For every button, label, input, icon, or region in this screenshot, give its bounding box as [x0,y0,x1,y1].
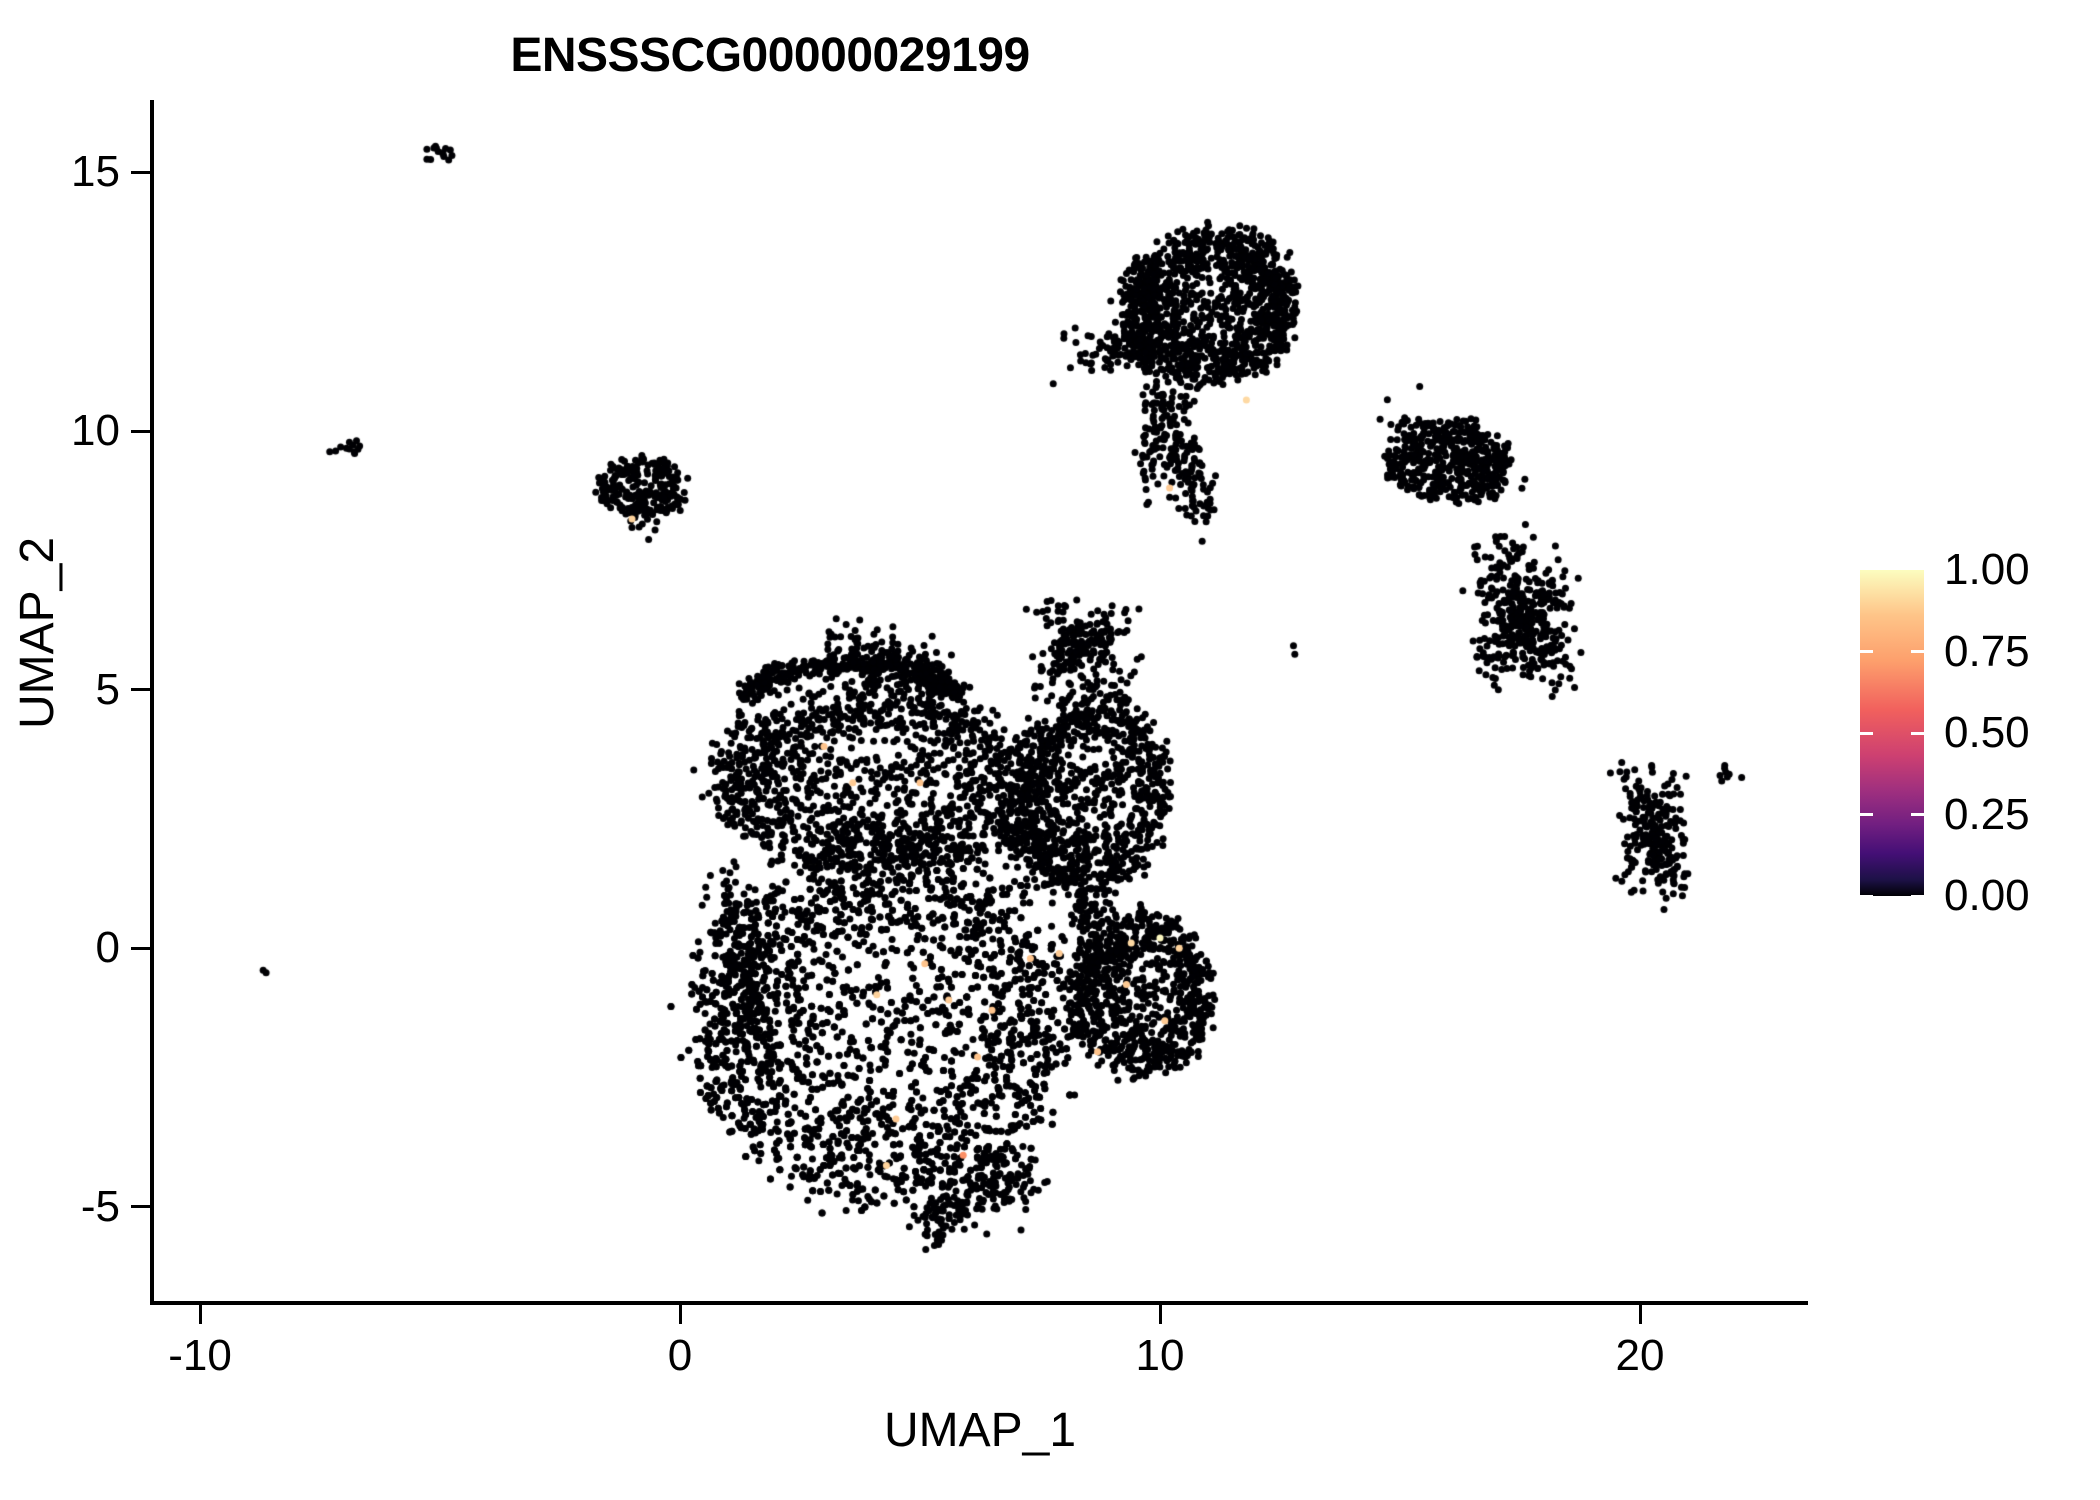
colorbar-tick-label: 1.00 [1944,545,2030,594]
colorbar-tick-label: 0.00 [1944,871,2030,920]
colorbar-tick-mark [1860,731,1924,735]
scatter-canvas [152,100,1808,1300]
x-tick-mark [1638,1305,1642,1324]
colorbar-tick-mark [1860,813,1924,816]
y-tick-mark [131,429,150,433]
x-tick-label: 10 [1135,1331,1185,1380]
x-tick-label: 0 [667,1331,693,1380]
x-axis-line [150,1301,1808,1305]
x-axis-title: UMAP_1 [883,1404,1077,1457]
x-tick-mark [1158,1305,1162,1324]
y-tick-mark [131,688,150,692]
y-axis-title: UMAP_2 [11,536,64,730]
plot-title: ENSSSCG00000029199 [510,29,1030,82]
x-tick-label: 20 [1615,1331,1665,1380]
y-tick-label: 10 [71,406,120,456]
x-tick-mark [198,1305,202,1324]
y-tick-mark [131,170,150,174]
colorbar-tick-label: 0.50 [1944,708,2030,757]
y-tick-label: 0 [95,923,120,973]
colorbar-tick-label: 0.75 [1944,626,2030,676]
x-tick-label: -10 [168,1331,232,1380]
y-tick-label: -5 [80,1181,120,1231]
y-tick-mark [131,946,150,950]
y-axis-line [150,100,154,1305]
colorbar-tick-label: 0.25 [1944,789,2030,839]
colorbar-legend: 1.00 0.75 0.50 0.25 0.00 [1860,548,2080,918]
y-tick-mark [131,1205,150,1209]
colorbar-tick-mark [1860,650,1924,653]
colorbar-tick-mark [1860,894,1924,898]
x-tick-mark [678,1305,682,1324]
plot-panel [152,100,1808,1300]
y-tick-label: 15 [71,147,120,197]
y-tick-label: 5 [95,664,120,714]
